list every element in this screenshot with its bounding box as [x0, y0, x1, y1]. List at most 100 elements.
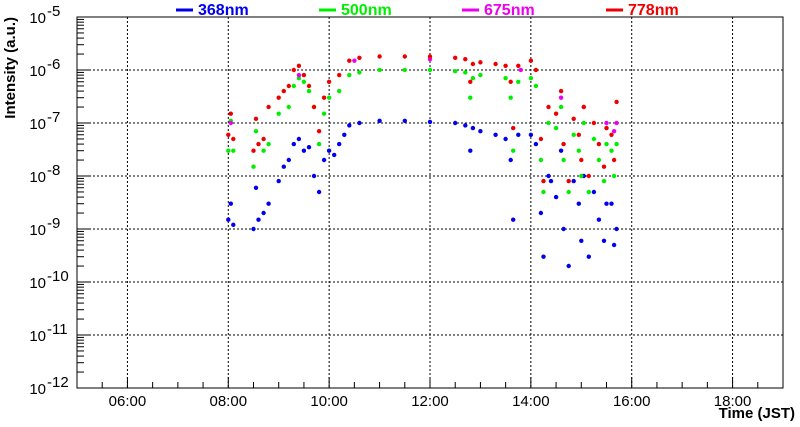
data-point [566, 178, 571, 184]
y-tick-exponent: -9 [47, 215, 60, 232]
data-point [286, 83, 291, 89]
data-point [611, 157, 617, 163]
data-point [546, 173, 551, 179]
data-point [251, 148, 256, 153]
data-point [228, 120, 233, 126]
data-point [281, 88, 286, 94]
data-point [326, 79, 332, 85]
data-point [453, 120, 458, 126]
data-point [256, 141, 261, 147]
data-point [579, 157, 584, 163]
data-point [611, 129, 617, 134]
y-tick-label: 10 [29, 328, 46, 345]
data-point [377, 118, 382, 124]
data-point [604, 120, 609, 126]
data-point [541, 254, 546, 259]
data-point [546, 120, 551, 126]
data-point [347, 58, 352, 63]
y-tick-exponent: -8 [47, 162, 60, 179]
data-point [326, 95, 332, 100]
data-point [571, 178, 576, 184]
data-point [553, 111, 559, 116]
data-point [601, 238, 607, 243]
data-point [596, 157, 602, 163]
data-point [357, 70, 362, 75]
data-point [357, 120, 362, 126]
data-point [558, 104, 564, 110]
data-point [591, 136, 597, 142]
data-point [291, 141, 296, 147]
data-point [226, 217, 231, 222]
data-point [453, 69, 458, 74]
data-point [228, 201, 233, 206]
x-tick-label: 08:00 [210, 393, 248, 410]
data-point [566, 263, 571, 269]
data-point [470, 76, 476, 81]
data-point [306, 83, 312, 89]
data-point [586, 254, 591, 259]
data-point [604, 141, 609, 147]
y-tick-exponent: -10 [47, 268, 69, 285]
data-point [261, 136, 266, 142]
y-tick-label: 10 [29, 63, 46, 80]
data-point [538, 136, 544, 142]
data-point [546, 104, 551, 110]
y-tick-exponent: -7 [47, 109, 60, 126]
data-point [601, 178, 607, 184]
data-point [316, 189, 322, 195]
data-point [377, 67, 382, 73]
data-point [468, 79, 473, 85]
data-point [427, 67, 433, 73]
data-point [538, 210, 544, 216]
data-point [337, 141, 342, 147]
data-point [516, 79, 521, 85]
data-point [427, 54, 433, 59]
data-point [614, 120, 619, 126]
data-point [296, 63, 302, 68]
data-point [301, 72, 307, 78]
data-point [558, 148, 564, 153]
y-axis-title: Intensity (a.u.) [2, 17, 19, 119]
data-point [528, 76, 534, 81]
data-point [291, 83, 296, 89]
data-point [553, 194, 559, 200]
data-point [326, 148, 332, 153]
data-point [614, 141, 619, 147]
data-point [453, 55, 458, 60]
data-point [548, 178, 554, 184]
data-point [306, 145, 312, 150]
data-point [609, 132, 614, 137]
data-point [231, 222, 236, 227]
data-point [286, 157, 291, 163]
x-tick-label: 14:00 [512, 393, 550, 410]
data-point [596, 217, 602, 222]
data-point [591, 120, 597, 126]
data-point [402, 54, 407, 59]
data-point [296, 76, 302, 81]
data-point [276, 111, 281, 116]
data-point [261, 148, 266, 153]
data-point [561, 226, 566, 232]
data-point [604, 125, 609, 131]
data-point [251, 226, 256, 232]
data-point [503, 76, 508, 81]
data-point [576, 132, 581, 137]
x-tick-label: 06:00 [109, 393, 147, 410]
data-point [266, 201, 271, 206]
data-point [541, 178, 546, 184]
data-point [311, 104, 317, 110]
series-500nm [226, 67, 619, 195]
data-point [604, 201, 609, 206]
data-point [296, 72, 302, 78]
data-point [508, 79, 513, 85]
data-point [352, 58, 357, 63]
x-axis: 06:00 08:00 10:00 12:00 14:00 16:00 18:00 [76, 377, 784, 410]
data-points [226, 54, 619, 269]
data-point [516, 63, 521, 68]
y-tick-label: 10 [29, 116, 46, 133]
data-point [342, 132, 347, 137]
data-point [576, 148, 581, 153]
data-point [581, 120, 586, 126]
